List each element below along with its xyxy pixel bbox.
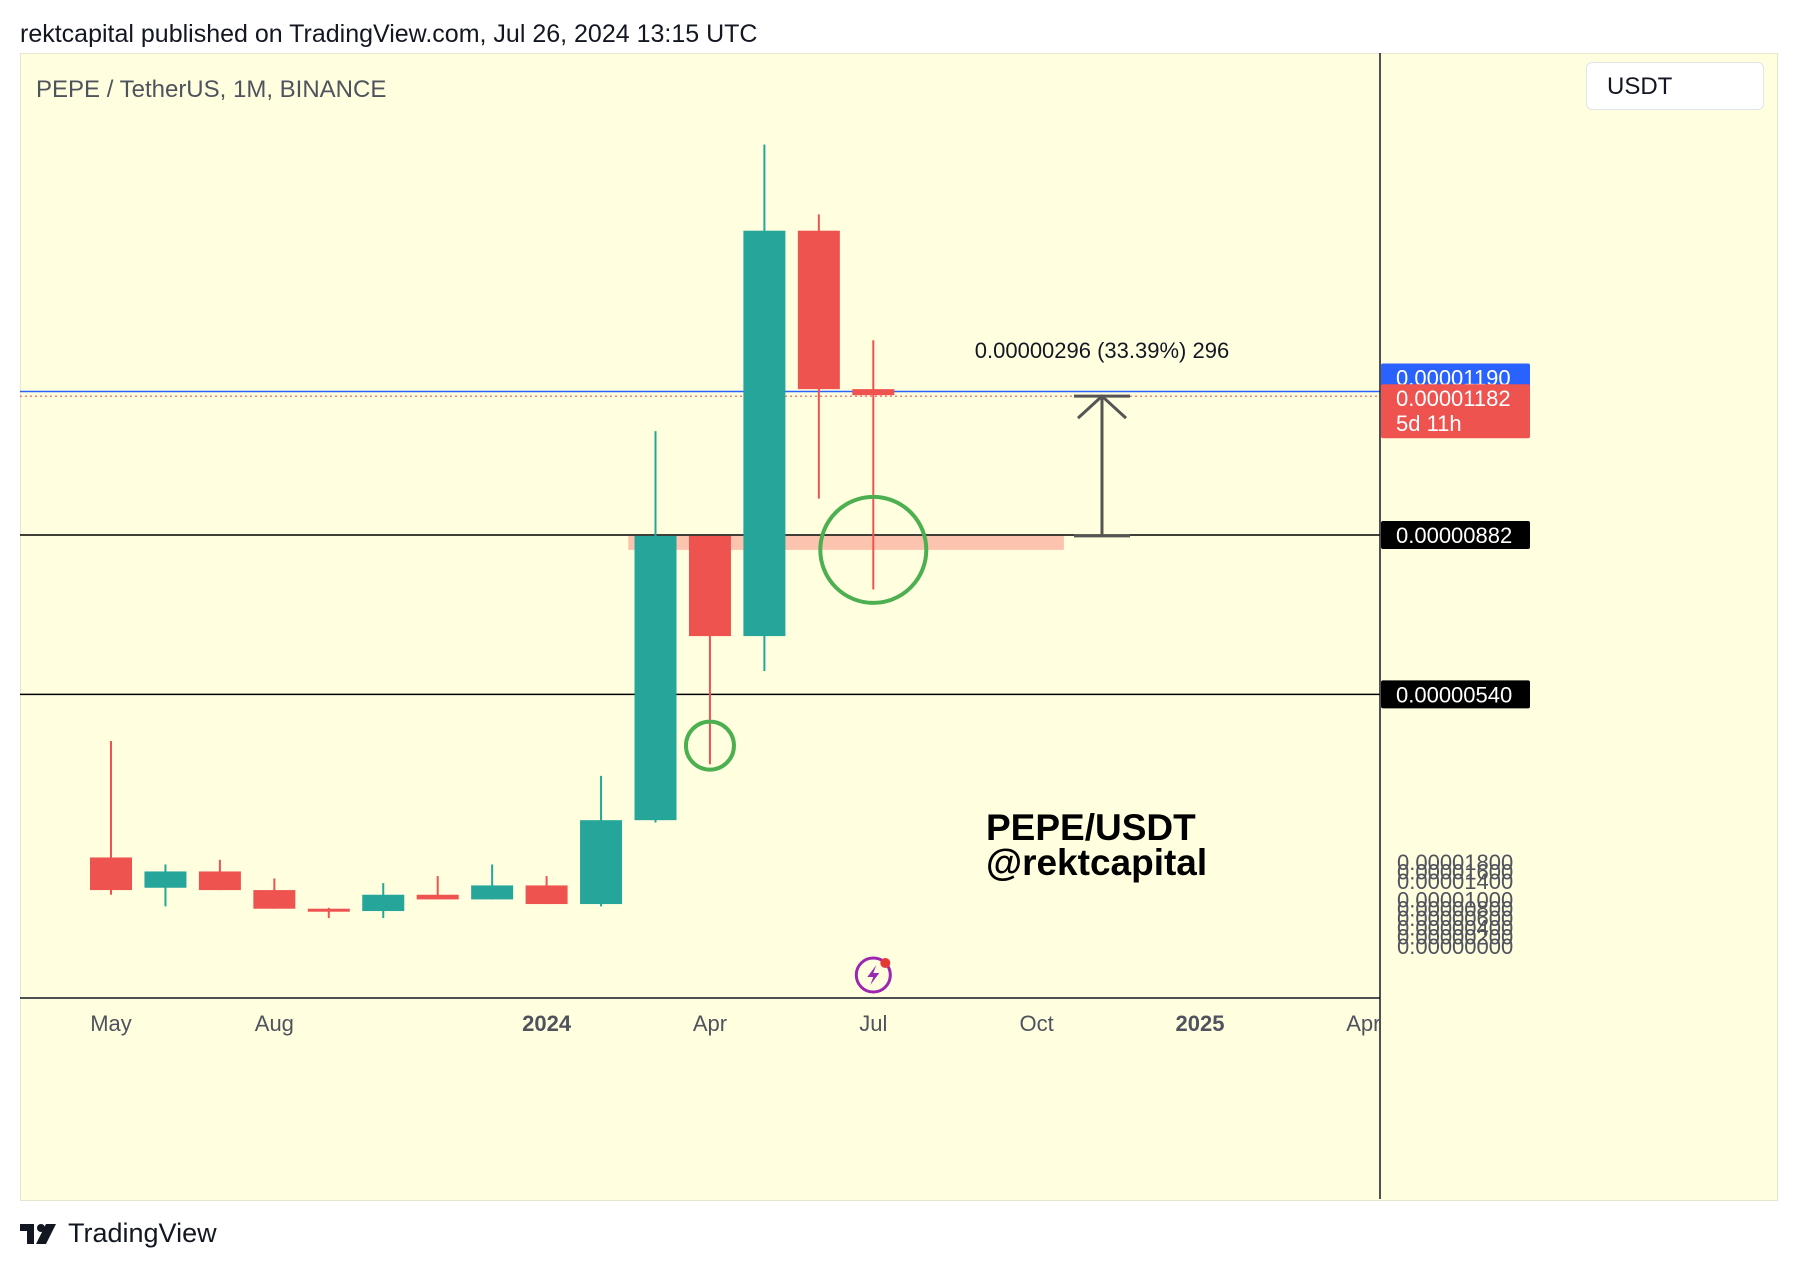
y-tick-label: 0.00000200	[1397, 925, 1513, 950]
x-tick-label: Apr	[1346, 1011, 1380, 1036]
axes-layer: 0.000018000.000016000.000014000.00001000…	[20, 53, 1513, 1199]
candle-body	[362, 894, 405, 912]
candle-body	[307, 908, 350, 912]
tradingview-logo-icon	[20, 1223, 56, 1244]
measure-arrowhead	[1076, 394, 1128, 420]
candle-body	[525, 885, 568, 905]
chart-frame	[20, 53, 1778, 1201]
x-tick-label: Apr	[693, 1011, 727, 1036]
price-label-text: 0.00000882	[1396, 523, 1512, 548]
candle-body	[688, 535, 731, 637]
y-tick-label: 0.00001400	[1397, 869, 1513, 894]
price-label-bg	[1381, 680, 1530, 709]
y-tick-label: 0.00001600	[1397, 859, 1513, 884]
candle-body	[253, 890, 296, 909]
horizontal-levels-layer	[20, 390, 1380, 696]
price-label-text: 0.00001182	[1396, 386, 1511, 411]
candle-body	[416, 894, 459, 900]
candle-body	[198, 871, 241, 891]
price-label: 0.00000882	[1381, 520, 1530, 549]
watermark-pair: PEPE/USDT	[986, 807, 1196, 848]
x-tick-label: May	[90, 1011, 132, 1036]
candle-body	[743, 230, 786, 637]
x-tick-label: Jul	[859, 1011, 887, 1036]
y-tick-label: 0.00000800	[1397, 897, 1513, 922]
annotations-layer: 0.00000296 (33.39%) 296 PEPE/USDT@rektcap…	[683, 338, 1229, 994]
measure-label: 0.00000296 (33.39%) 296	[975, 338, 1229, 363]
candle-body	[634, 535, 677, 821]
lightning-icon-ring	[854, 956, 892, 994]
footer-brand: TradingView	[68, 1218, 217, 1248]
tradingview-footer: TradingView	[20, 1218, 217, 1249]
y-tick-label: 0.00000600	[1397, 906, 1513, 931]
x-tick-label: 2024	[522, 1011, 572, 1036]
currency-button[interactable]: USDT	[1586, 62, 1764, 110]
highlight-circle-large	[818, 494, 929, 605]
lightning-icon	[854, 956, 892, 994]
candles-layer	[90, 144, 895, 919]
price-label-countdown: 5d 11h	[1396, 411, 1462, 436]
y-tick-label: 0.00000400	[1397, 915, 1513, 940]
lightning-icon-dot	[880, 958, 891, 968]
y-tick-label: 0.00000000	[1397, 934, 1513, 959]
candle-body	[852, 389, 895, 396]
candlestick-chart[interactable]: 0.00000296 (33.39%) 296 PEPE/USDT@rektcap…	[20, 53, 1776, 1199]
highlight-circle-small	[683, 719, 736, 772]
y-tick-label: 0.00001800	[1397, 850, 1513, 875]
y-tick-label: 0.00001000	[1397, 887, 1513, 912]
watermark-handle: @rektcapital	[986, 842, 1207, 883]
candle-body	[580, 820, 623, 905]
candle-body	[90, 857, 132, 891]
x-tick-label: 2025	[1176, 1011, 1225, 1036]
candle-body	[144, 871, 187, 888]
x-tick-label: Aug	[255, 1011, 294, 1036]
price-label-bg	[1381, 520, 1530, 549]
publish-header: rektcapital published on TradingView.com…	[20, 20, 758, 48]
support-zone-layer	[628, 535, 1064, 550]
candle-body	[797, 230, 840, 390]
support-zone	[628, 535, 1064, 550]
lightning-icon-bolt	[867, 965, 880, 985]
candle-body	[471, 885, 514, 900]
price-label-text: 0.00000540	[1396, 682, 1512, 707]
price-label-bg	[1381, 384, 1530, 439]
symbol-title: PEPE / TetherUS, 1M, BINANCE	[36, 76, 387, 103]
x-tick-label: Oct	[1020, 1011, 1054, 1036]
price-label: 0.00000540	[1381, 680, 1530, 709]
